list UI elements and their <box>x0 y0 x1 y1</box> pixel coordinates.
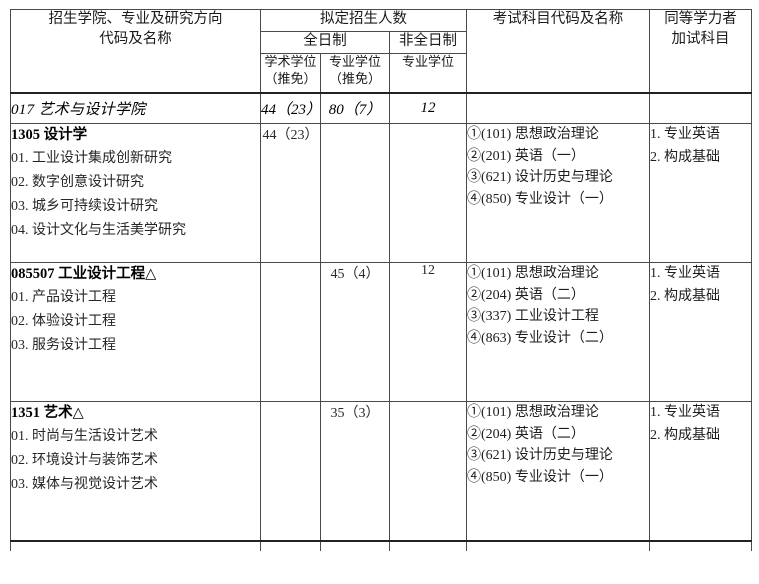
header-equivalent-extra: 同等学力者 加试科目 <box>649 9 753 94</box>
partial-cell-program <box>10 540 261 551</box>
college-part-time-total: 12 <box>388 92 468 124</box>
table-header: 招生学院、专业及研究方向 代码及名称 拟定招生人数 考试科目代码及名称 同等学力… <box>10 9 753 94</box>
program-direction: 02. 体验设计工程 <box>11 314 116 330</box>
program-title: 085507 工业设计工程△ <box>11 266 157 282</box>
header-row-3: 学术学位 （推免） 专业学位 （推免） 专业学位 <box>11 53 752 94</box>
college-academic-total: 44（23） <box>260 92 321 124</box>
college-name: 017 艺术与设计学院 <box>10 92 261 124</box>
exam-subject-line: ④(850) 专业设计（一） <box>467 192 613 208</box>
exam-subject-line: ②(204) 英语（二） <box>467 426 585 442</box>
table-row: 1351 艺术△ 01. 时尚与生活设计艺术 02. 环境设计与装饰艺术 03.… <box>10 401 753 542</box>
college-extra-blank <box>649 92 753 124</box>
exam-subject-line: ③(621) 设计历史与理论 <box>467 448 613 464</box>
program-professional-count <box>320 123 390 263</box>
program-exam-subjects: ①(101) 思想政治理论 ②(204) 英语（二） ③(337) 工业设计工程… <box>466 262 651 402</box>
extra-subject-line: 2. 构成基础 <box>650 149 721 165</box>
program-info-cell: 085507 工业设计工程△ 01. 产品设计工程 02. 体验设计工程 03.… <box>10 262 261 402</box>
program-direction: 04. 设计文化与生活美学研究 <box>11 223 186 239</box>
program-direction: 03. 服务设计工程 <box>11 338 116 354</box>
partial-cell-exam <box>466 540 651 551</box>
header-professional-degree: 专业学位 （推免） <box>320 53 390 94</box>
header-program-column: 招生学院、专业及研究方向 代码及名称 <box>10 9 261 94</box>
exam-subject-line: ③(337) 工业设计工程 <box>467 309 599 325</box>
partial-cell-extra <box>649 540 753 551</box>
program-part-time-count: 12 <box>388 262 468 402</box>
exam-subject-line: ④(863) 专业设计（二） <box>467 331 613 347</box>
header-academic-degree-line2: （推免） <box>264 70 317 86</box>
program-professional-count: 35（3） <box>320 401 390 542</box>
program-title: 1305 设计学 <box>11 127 88 143</box>
program-direction: 03. 媒体与视觉设计艺术 <box>11 477 158 493</box>
header-equivalent-extra-line2: 加试科目 <box>671 30 730 47</box>
program-part-time-count <box>388 123 468 263</box>
header-part-time-professional: 专业学位 <box>388 53 468 94</box>
table-row: 085507 工业设计工程△ 01. 产品设计工程 02. 体验设计工程 03.… <box>10 262 753 402</box>
table-body: 017 艺术与设计学院 44（23） 80（7） 12 1305 设计学 01.… <box>10 92 753 551</box>
table-row-partial <box>10 540 753 551</box>
program-exam-subjects: ①(101) 思想政治理论 ②(201) 英语（一） ③(621) 设计历史与理… <box>466 123 651 263</box>
exam-subject-line: ①(101) 思想政治理论 <box>467 266 599 281</box>
header-academic-degree-line1: 学术学位 <box>264 54 317 69</box>
extra-subject-line: 2. 构成基础 <box>650 288 721 304</box>
header-full-time: 全日制 <box>260 31 390 54</box>
admissions-table: 招生学院、专业及研究方向 代码及名称 拟定招生人数 考试科目代码及名称 同等学力… <box>10 9 753 551</box>
header-academic-degree: 学术学位 （推免） <box>260 53 321 94</box>
header-row-2: 全日制 非全日制 <box>11 31 752 54</box>
college-professional-total: 80（7） <box>320 92 390 124</box>
program-extra-subjects: 1. 专业英语 2. 构成基础 <box>649 262 753 402</box>
extra-subject-line: 2. 构成基础 <box>650 427 721 443</box>
program-part-time-count <box>388 401 468 542</box>
program-professional-count: 45（4） <box>320 262 390 402</box>
program-exam-subjects: ①(101) 思想政治理论 ②(204) 英语（二） ③(621) 设计历史与理… <box>466 401 651 542</box>
partial-cell-academic <box>260 540 321 551</box>
program-academic-count: 44（23） <box>260 123 321 263</box>
program-direction: 01. 时尚与生活设计艺术 <box>11 429 158 445</box>
header-professional-degree-line2: （推免） <box>328 70 381 86</box>
program-academic-count <box>260 401 321 542</box>
exam-subject-line: ③(621) 设计历史与理论 <box>467 170 613 186</box>
extra-subject-line: 1. 专业英语 <box>650 127 721 142</box>
program-direction: 03. 城乡可持续设计研究 <box>11 199 158 215</box>
header-part-time: 非全日制 <box>388 31 468 54</box>
exam-subject-line: ②(204) 英语（二） <box>467 287 585 303</box>
header-program-line2: 代码及名称 <box>99 30 172 47</box>
college-summary-row: 017 艺术与设计学院 44（23） 80（7） 12 <box>10 92 753 124</box>
header-planned-enrollment: 拟定招生人数 <box>259 9 468 32</box>
program-direction: 02. 环境设计与装饰艺术 <box>11 453 158 469</box>
program-direction: 01. 产品设计工程 <box>11 290 116 306</box>
table-row: 1305 设计学 01. 工业设计集成创新研究 02. 数字创意设计研究 03.… <box>10 123 753 263</box>
program-direction: 01. 工业设计集成创新研究 <box>11 151 172 167</box>
header-program-line1: 招生学院、专业及研究方向 <box>48 11 223 27</box>
extra-subject-line: 1. 专业英语 <box>650 266 721 281</box>
header-professional-degree-line1: 专业学位 <box>328 54 381 69</box>
exam-subject-line: ①(101) 思想政治理论 <box>467 127 599 142</box>
header-equivalent-extra-line1: 同等学力者 <box>664 11 737 27</box>
program-info-cell: 1305 设计学 01. 工业设计集成创新研究 02. 数字创意设计研究 03.… <box>10 123 261 263</box>
program-academic-count <box>260 262 321 402</box>
program-extra-subjects: 1. 专业英语 2. 构成基础 <box>649 123 753 263</box>
extra-subject-line: 1. 专业英语 <box>650 405 721 420</box>
program-info-cell: 1351 艺术△ 01. 时尚与生活设计艺术 02. 环境设计与装饰艺术 03.… <box>10 401 261 542</box>
header-exam-subjects: 考试科目代码及名称 <box>466 9 651 94</box>
header-row-1: 招生学院、专业及研究方向 代码及名称 拟定招生人数 考试科目代码及名称 同等学力… <box>10 9 753 94</box>
program-direction: 02. 数字创意设计研究 <box>11 175 144 191</box>
partial-cell-part-time <box>388 540 468 551</box>
partial-cell-professional <box>320 540 390 551</box>
exam-subject-line: ①(101) 思想政治理论 <box>467 405 599 420</box>
exam-subject-line: ④(850) 专业设计（一） <box>467 470 613 486</box>
program-extra-subjects: 1. 专业英语 2. 构成基础 <box>649 401 753 542</box>
program-title: 1351 艺术△ <box>11 405 84 421</box>
college-exam-blank <box>466 92 651 124</box>
exam-subject-line: ②(201) 英语（一） <box>467 148 585 164</box>
